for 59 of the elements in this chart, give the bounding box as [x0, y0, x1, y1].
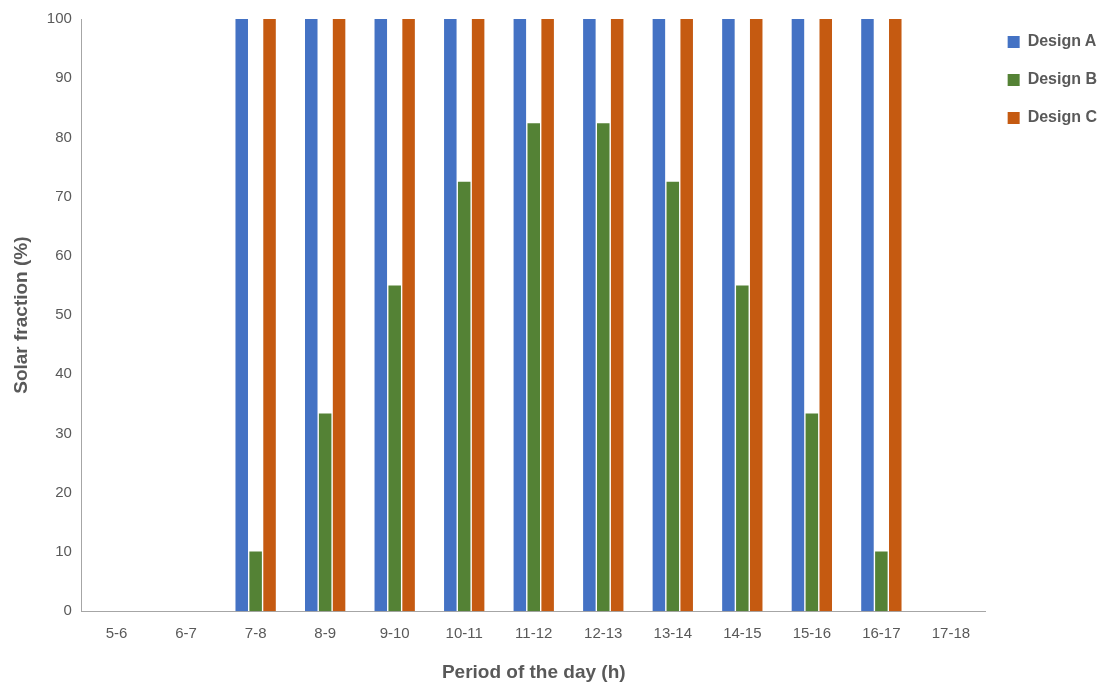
x-tick-label: 12-13	[584, 624, 623, 642]
x-tick-label: 9-10	[379, 624, 410, 642]
bar	[805, 413, 819, 612]
x-tick-label: 7-8	[244, 624, 267, 642]
bar	[583, 19, 596, 612]
y-tick-label: 70	[55, 186, 72, 204]
bar	[332, 19, 346, 612]
bar	[791, 19, 805, 612]
bar	[374, 19, 388, 612]
bar	[722, 19, 735, 612]
y-tick-label: 20	[55, 482, 72, 500]
x-tick-label: 17-18	[931, 624, 971, 642]
y-tick-label: 50	[55, 305, 72, 323]
bar	[666, 181, 680, 612]
bar	[889, 19, 902, 612]
x-axis-title: Period of the day (h)	[441, 660, 626, 682]
bar	[749, 19, 763, 612]
x-tick-label: 11-12	[515, 624, 553, 642]
bar	[305, 19, 318, 612]
x-tick-label: 14-15	[723, 624, 762, 642]
bar	[875, 551, 888, 612]
bar	[249, 551, 262, 612]
x-tick-label: 15-16	[792, 624, 832, 642]
y-tick-label: 60	[55, 246, 72, 264]
bar	[513, 19, 527, 612]
y-tick-label: 40	[55, 364, 72, 382]
x-tick-label: 8-9	[314, 624, 337, 642]
bar	[263, 19, 276, 612]
y-tick-label: 90	[55, 68, 72, 86]
bar	[402, 19, 415, 612]
bar	[861, 19, 874, 612]
bar	[318, 413, 332, 612]
y-tick-label: 30	[55, 423, 72, 441]
bar	[541, 19, 554, 612]
y-tick-label: 100	[46, 9, 72, 27]
y-tick-label: 0	[63, 601, 72, 619]
legend-label: Design A	[1027, 32, 1097, 50]
x-tick-label: 10-11	[445, 624, 483, 642]
x-tick-label: 13-14	[653, 624, 692, 642]
bar	[388, 285, 401, 612]
bar	[444, 19, 457, 612]
y-tick-label: 80	[55, 127, 72, 145]
bar	[736, 285, 749, 612]
y-axis-title: Solar fraction (%)	[9, 236, 31, 394]
legend-label: Design B	[1027, 70, 1097, 88]
x-tick-label: 5-6	[105, 624, 128, 642]
x-tick-label: 16-17	[862, 624, 901, 642]
bar	[527, 123, 540, 612]
bar	[471, 19, 485, 612]
y-tick-label: 10	[55, 542, 72, 560]
bar	[457, 181, 471, 612]
bar	[597, 123, 610, 612]
bar	[235, 19, 248, 612]
legend-label: Design C	[1027, 108, 1098, 126]
x-tick-label: 6-7	[175, 624, 197, 642]
bar	[610, 19, 624, 612]
bar	[652, 19, 666, 612]
bar	[819, 19, 833, 612]
bar	[680, 19, 693, 612]
